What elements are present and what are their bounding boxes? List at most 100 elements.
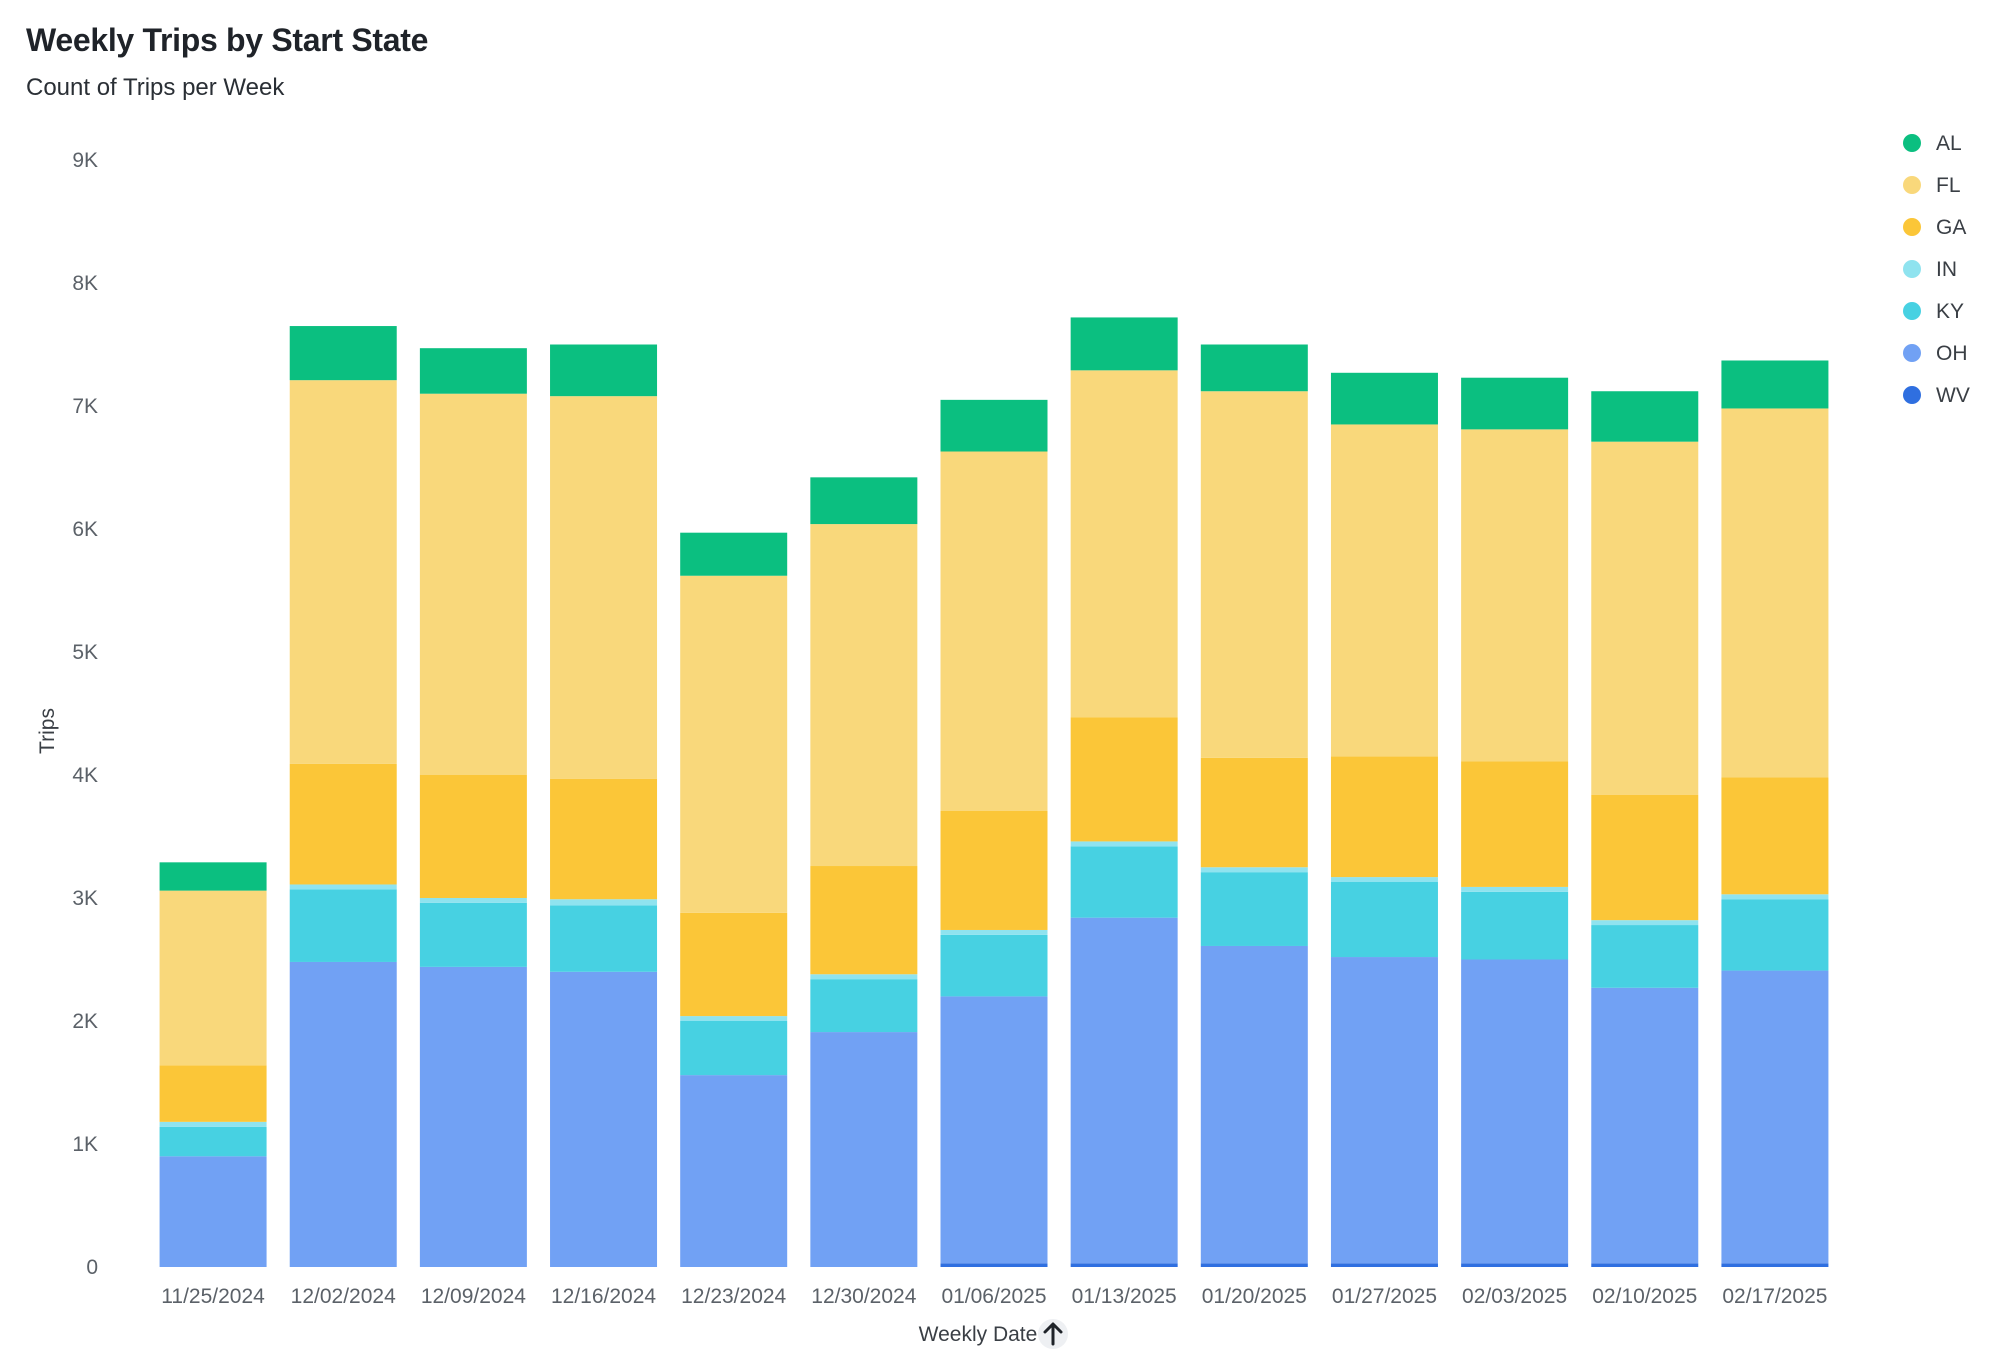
bar-segment-oh[interactable] bbox=[1721, 970, 1829, 1264]
bar-segment-oh[interactable] bbox=[810, 1032, 918, 1267]
bar-segment-ga[interactable] bbox=[289, 763, 397, 885]
bar-segment-wv[interactable] bbox=[1591, 1263, 1699, 1267]
bar-segment-ga[interactable] bbox=[940, 810, 1048, 930]
bar-segment-in[interactable] bbox=[419, 898, 527, 903]
bar-segment-ky[interactable] bbox=[419, 902, 527, 967]
bar-segment-ga[interactable] bbox=[550, 778, 658, 900]
bar-segment-in[interactable] bbox=[289, 884, 397, 890]
bar-segment-fl[interactable] bbox=[289, 380, 397, 764]
bar-segment-in[interactable] bbox=[1330, 877, 1438, 883]
bar-segment-fl[interactable] bbox=[1591, 441, 1699, 795]
legend-item-wv[interactable]: WV bbox=[1903, 384, 1970, 407]
bar-segment-in[interactable] bbox=[940, 929, 1048, 935]
bar-segment-fl[interactable] bbox=[1461, 429, 1569, 762]
bar-segment-oh[interactable] bbox=[680, 1075, 788, 1267]
bar-segment-oh[interactable] bbox=[289, 961, 397, 1267]
bar-segment-ky[interactable] bbox=[1721, 899, 1829, 971]
bar-segment-fl[interactable] bbox=[680, 575, 788, 913]
legend-item-al[interactable]: AL bbox=[1903, 132, 1962, 155]
bar-segment-ky[interactable] bbox=[1200, 872, 1308, 946]
bar-segment-al[interactable] bbox=[289, 326, 397, 381]
bar-segment-al[interactable] bbox=[1721, 360, 1829, 409]
bar-segment-ga[interactable] bbox=[1070, 717, 1178, 842]
legend-item-oh[interactable]: OH bbox=[1903, 342, 1968, 365]
bar-segment-ky[interactable] bbox=[1461, 891, 1569, 960]
bar-segment-fl[interactable] bbox=[1070, 370, 1178, 718]
bar-segment-al[interactable] bbox=[1591, 391, 1699, 442]
bar-segment-in[interactable] bbox=[1070, 841, 1178, 847]
sort-ascending-icon[interactable] bbox=[1038, 1319, 1068, 1349]
bar-segment-al[interactable] bbox=[1461, 377, 1569, 430]
bar-segment-fl[interactable] bbox=[940, 451, 1048, 811]
bar-segment-oh[interactable] bbox=[1330, 957, 1438, 1264]
bar-segment-al[interactable] bbox=[1200, 344, 1308, 392]
bar-segment-ga[interactable] bbox=[1461, 761, 1569, 887]
bar-segment-ky[interactable] bbox=[810, 979, 918, 1033]
bar-segment-ky[interactable] bbox=[1070, 846, 1178, 918]
bar-segment-wv[interactable] bbox=[940, 1263, 1048, 1267]
x-tick-label: 12/16/2024 bbox=[551, 1285, 656, 1308]
bar-segment-ky[interactable] bbox=[289, 889, 397, 962]
bar-segment-in[interactable] bbox=[680, 1016, 788, 1021]
bar-segment-al[interactable] bbox=[680, 532, 788, 576]
bar-segment-ky[interactable] bbox=[1591, 925, 1699, 988]
bar-segment-fl[interactable] bbox=[1721, 408, 1829, 778]
bar-segment-wv[interactable] bbox=[1070, 1263, 1178, 1267]
legend-item-ga[interactable]: GA bbox=[1903, 216, 1966, 239]
bar-segment-in[interactable] bbox=[1591, 920, 1699, 926]
bar-segment-oh[interactable] bbox=[1070, 917, 1178, 1264]
bar-segment-oh[interactable] bbox=[159, 1156, 267, 1267]
legend-label: WV bbox=[1936, 384, 1970, 407]
bar-segment-ky[interactable] bbox=[550, 905, 658, 972]
bar-segment-ky[interactable] bbox=[680, 1021, 788, 1076]
bar-segment-ga[interactable] bbox=[419, 775, 527, 898]
bar-segment-wv[interactable] bbox=[1200, 1263, 1308, 1267]
bar-segment-ga[interactable] bbox=[680, 912, 788, 1017]
legend-item-fl[interactable]: FL bbox=[1903, 174, 1961, 197]
bar-segment-fl[interactable] bbox=[159, 890, 267, 1066]
bar-segment-ga[interactable] bbox=[1200, 757, 1308, 868]
legend-item-in[interactable]: IN bbox=[1903, 258, 1957, 281]
bar-segment-ky[interactable] bbox=[1330, 882, 1438, 958]
y-tick-label: 2K bbox=[72, 1010, 98, 1033]
bar-segment-al[interactable] bbox=[1330, 372, 1438, 425]
y-tick-label: 0 bbox=[86, 1256, 98, 1279]
bar-segment-oh[interactable] bbox=[550, 971, 658, 1267]
bar-segment-ky[interactable] bbox=[159, 1126, 267, 1157]
y-tick-label: 8K bbox=[72, 272, 98, 295]
bar-segment-fl[interactable] bbox=[810, 524, 918, 867]
bar-segment-in[interactable] bbox=[159, 1121, 267, 1127]
bar-segment-ga[interactable] bbox=[810, 866, 918, 975]
bar-segment-in[interactable] bbox=[550, 899, 658, 906]
bar-segment-oh[interactable] bbox=[1461, 959, 1569, 1264]
bar-segment-al[interactable] bbox=[810, 477, 918, 525]
bar-segment-oh[interactable] bbox=[940, 996, 1048, 1264]
bar-segment-wv[interactable] bbox=[1461, 1263, 1569, 1267]
bar-segment-in[interactable] bbox=[1721, 894, 1829, 900]
bar-segment-ky[interactable] bbox=[940, 934, 1048, 997]
bar-segment-oh[interactable] bbox=[1200, 945, 1308, 1264]
bar-segment-oh[interactable] bbox=[1591, 987, 1699, 1264]
bar-segment-al[interactable] bbox=[1070, 317, 1178, 371]
bar-segment-al[interactable] bbox=[419, 348, 527, 394]
bar-segment-wv[interactable] bbox=[1330, 1263, 1438, 1267]
bar-segment-fl[interactable] bbox=[550, 396, 658, 779]
bar-segment-fl[interactable] bbox=[419, 393, 527, 775]
legend-item-ky[interactable]: KY bbox=[1903, 300, 1964, 323]
bar-segment-oh[interactable] bbox=[419, 966, 527, 1267]
bar-segment-fl[interactable] bbox=[1330, 424, 1438, 757]
bar-segment-wv[interactable] bbox=[1721, 1263, 1829, 1267]
bar-segment-in[interactable] bbox=[1461, 886, 1569, 892]
bar-segment-ga[interactable] bbox=[1591, 794, 1699, 921]
bar-segment-ga[interactable] bbox=[159, 1065, 267, 1122]
bar-segment-fl[interactable] bbox=[1200, 391, 1308, 758]
bar-segment-in[interactable] bbox=[1200, 867, 1308, 873]
bar-segment-al[interactable] bbox=[159, 862, 267, 891]
bar-segment-ga[interactable] bbox=[1330, 756, 1438, 878]
chart-title: Weekly Trips by Start State bbox=[26, 22, 429, 58]
bar-segment-al[interactable] bbox=[550, 344, 658, 397]
bar-segment-ga[interactable] bbox=[1721, 777, 1829, 895]
legend-label: FL bbox=[1936, 174, 1961, 197]
bar-segment-in[interactable] bbox=[810, 974, 918, 980]
bar-segment-al[interactable] bbox=[940, 399, 1048, 452]
